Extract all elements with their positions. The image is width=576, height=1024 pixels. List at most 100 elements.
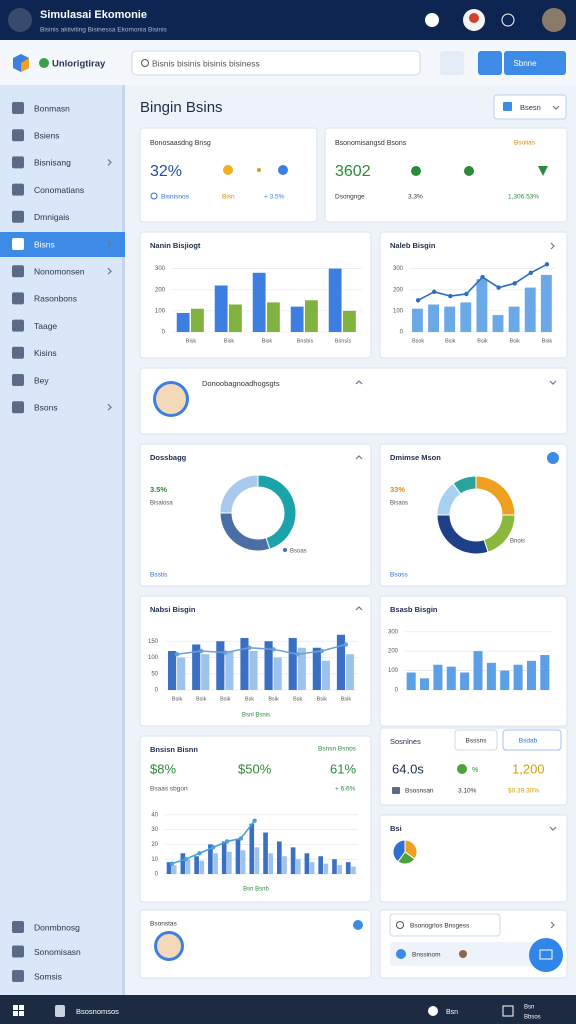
- button[interactable]: [493, 94, 567, 120]
- chevron[interactable]: [355, 606, 363, 611]
- icon-button[interactable]: [353, 920, 363, 930]
- chevron[interactable]: [549, 826, 557, 831]
- bar: [345, 862, 351, 874]
- bar: [540, 274, 552, 332]
- line-point: [223, 650, 228, 655]
- card: [139, 367, 568, 435]
- nav-item[interactable]: Taage: [34, 321, 57, 331]
- bar: [240, 638, 249, 690]
- icon-button[interactable]: [425, 13, 439, 27]
- note-icon: [150, 192, 158, 200]
- search-box[interactable]: [389, 913, 501, 937]
- y-tick-label: 300: [393, 266, 404, 272]
- list-item[interactable]: [390, 942, 550, 966]
- nav-item[interactable]: Somsis: [34, 971, 62, 981]
- line-point: [480, 274, 485, 280]
- line-point: [169, 861, 175, 866]
- chart-title: Bnsisn Bisnn: [150, 745, 198, 754]
- line-point: [544, 262, 550, 267]
- y-tick-label: 20: [151, 842, 158, 848]
- indicator: [278, 165, 288, 175]
- fab[interactable]: [529, 938, 563, 972]
- nav-item[interactable]: Sonomisasn: [34, 947, 81, 957]
- button-label[interactable]: Bsssns: [466, 738, 488, 745]
- bar: [473, 651, 483, 690]
- line-point: [528, 270, 534, 275]
- nav-item[interactable]: Rasonbons: [34, 294, 77, 304]
- taskbar: [0, 995, 576, 1024]
- bar: [252, 272, 266, 332]
- chevron[interactable]: [355, 455, 363, 460]
- indicator: [223, 165, 233, 175]
- icon-button[interactable]: [478, 51, 502, 75]
- avatar-face: [157, 934, 181, 958]
- card-title: Sosnlnes: [390, 737, 421, 746]
- page-title: Bingin Bsins: [140, 99, 223, 116]
- search-box[interactable]: [131, 50, 421, 76]
- card: [139, 443, 372, 587]
- nav-icon: [12, 265, 24, 278]
- card-footer: Bsoss: [390, 572, 408, 579]
- chevron[interactable]: [552, 105, 560, 110]
- change: + 6.6%: [335, 786, 356, 793]
- nav-icon: [12, 102, 24, 114]
- button[interactable]: [504, 51, 566, 75]
- y-tick-label: 0: [155, 688, 159, 694]
- chevron[interactable]: [107, 158, 112, 166]
- chevron[interactable]: [355, 380, 363, 385]
- profile-avatar[interactable]: [542, 8, 566, 32]
- search-text: Bsonogrlos Bnsgess: [410, 923, 470, 930]
- line-point: [224, 839, 230, 844]
- app-icon: [55, 1005, 65, 1017]
- nav-item[interactable]: Dmnigais: [34, 212, 69, 222]
- button-label[interactable]: Bsdab: [519, 738, 538, 745]
- nav-item[interactable]: Bisns: [34, 239, 55, 249]
- x-tick-label: Bsik: [172, 696, 183, 702]
- nav-item[interactable]: Bey: [34, 375, 49, 385]
- button-label[interactable]: Bsesn: [520, 103, 541, 112]
- list-item-text[interactable]: Bnssinom: [412, 952, 441, 959]
- bar: [492, 315, 504, 332]
- line-point: [431, 289, 437, 295]
- bar: [264, 641, 273, 690]
- button[interactable]: [502, 729, 562, 751]
- x-tick-label: Bisk: [186, 338, 197, 344]
- icon-button[interactable]: [440, 51, 464, 75]
- nav-item[interactable]: Bsiens: [34, 130, 60, 140]
- x-tick-label: Bsnsis: [335, 338, 351, 344]
- bar: [420, 678, 430, 690]
- nav-item[interactable]: Bonmasn: [34, 103, 70, 113]
- nav-item[interactable]: Bsons: [34, 402, 58, 412]
- bar: [318, 856, 324, 874]
- nav-item[interactable]: Nonomonsen: [34, 266, 85, 276]
- bar: [208, 844, 213, 874]
- bar: [288, 638, 297, 690]
- bar: [290, 306, 304, 332]
- bar: [227, 851, 232, 874]
- x-tick-label: Bsok: [412, 338, 424, 344]
- nav-item[interactable]: Bisnisang: [34, 158, 71, 168]
- y-tick-label: 100: [388, 668, 399, 674]
- y-tick-label: 200: [393, 287, 404, 293]
- nav-item[interactable]: Kisins: [34, 348, 57, 358]
- nav-icon: [12, 970, 24, 982]
- chevron[interactable]: [550, 242, 555, 250]
- nav-icon: [12, 346, 24, 359]
- chevron[interactable]: [550, 921, 555, 929]
- x-tick-label: Bsik: [341, 696, 352, 702]
- chevron[interactable]: [107, 403, 112, 411]
- button-label[interactable]: Sbnne: [513, 59, 537, 68]
- bar: [305, 300, 318, 332]
- slice: [392, 839, 406, 863]
- taskbar-text: Bsosnomsos: [76, 1007, 119, 1016]
- kpi-chip: 3.3%: [408, 194, 423, 201]
- chevron[interactable]: [549, 380, 557, 385]
- nav-item[interactable]: Conomatians: [34, 185, 84, 195]
- chevron[interactable]: [107, 267, 112, 275]
- icon-button[interactable]: [547, 452, 559, 464]
- icon-button[interactable]: [501, 13, 515, 27]
- bar: [235, 838, 241, 874]
- button[interactable]: [454, 729, 498, 751]
- chevron[interactable]: [107, 240, 112, 248]
- nav-item[interactable]: Donmbnosg: [34, 922, 80, 932]
